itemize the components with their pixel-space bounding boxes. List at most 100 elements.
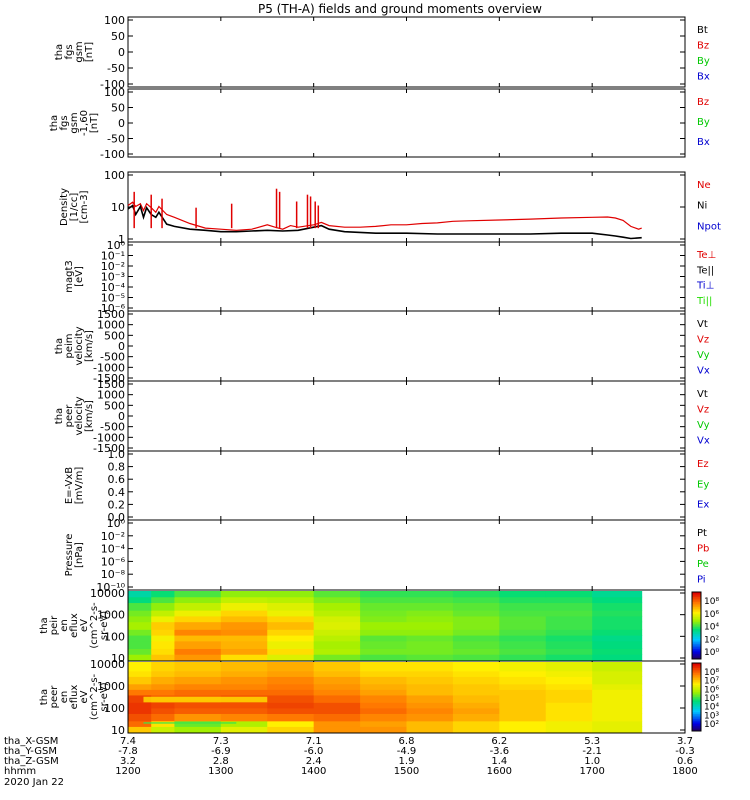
colorbar-frame	[691, 662, 702, 732]
colorbar-cell	[692, 610, 701, 613]
legend-Vt: Vt	[697, 319, 708, 330]
legend-Pi: Pi	[697, 575, 706, 586]
y-axis-label: [1/cc]	[69, 193, 80, 222]
spectrogram-cell	[313, 654, 361, 661]
spectrogram-cell	[220, 635, 268, 642]
spectrogram-cell	[220, 615, 268, 623]
y-axis-label: [eV]	[74, 266, 85, 287]
y-tick-label: 50	[111, 102, 125, 115]
footer-value: 7.3	[213, 736, 229, 747]
legend-Vx: Vx	[697, 366, 710, 377]
spectrogram-cell	[220, 596, 268, 604]
spectrogram-band	[143, 696, 268, 703]
spectrogram-cell	[545, 654, 593, 661]
spectrogram-cell	[267, 713, 315, 722]
spectrogram-cell	[592, 720, 643, 727]
y-axis-label: peer	[64, 404, 75, 428]
spectrogram-cell	[313, 615, 361, 623]
colorbar-cell	[692, 691, 701, 695]
footer-row-label: tha_Y-GSM	[4, 746, 57, 757]
spectrogram-cell	[452, 596, 500, 604]
legend-Vz: Vz	[697, 335, 709, 346]
footer-value: 1.0	[584, 756, 600, 767]
y-axis-label: [mV/m]	[74, 467, 85, 505]
colorbar-cell	[692, 643, 701, 647]
ion-spectrogram	[127, 589, 686, 662]
spectrogram-cell	[267, 621, 315, 630]
spectrogram-cell	[220, 702, 268, 709]
spectrogram-cell	[174, 720, 222, 727]
spectrogram-cell	[174, 670, 222, 677]
spectrogram-cell	[452, 629, 500, 636]
spectrogram-cell	[313, 662, 361, 672]
spectrogram-cell	[360, 629, 407, 636]
spectrogram-cell	[592, 610, 643, 617]
panel-frame	[127, 241, 686, 312]
y-axis-label: [nPa]	[74, 542, 85, 568]
spectrogram-cell	[545, 676, 593, 685]
colorbar-tick-label: 10⁵	[704, 694, 719, 704]
spectrogram-cell	[151, 726, 175, 733]
colorbar-cell	[692, 608, 701, 611]
spectrogram-cell	[220, 610, 268, 617]
spectrogram-cell	[128, 702, 152, 709]
colorbar-cell	[692, 613, 701, 616]
spectrogram-cell	[174, 615, 222, 623]
spectrogram-cell	[360, 694, 407, 703]
spectrogram-cell	[313, 596, 361, 604]
spectrogram-cell	[151, 702, 175, 709]
colorbar-cell	[692, 722, 701, 725]
spectrogram-cell	[128, 629, 152, 636]
spectrogram-cell	[452, 610, 500, 617]
spectrogram-cell	[592, 602, 643, 611]
footer-value: -6.0	[304, 746, 324, 757]
spectrogram-cell	[220, 670, 268, 677]
colorbar-cell	[692, 595, 701, 598]
spectrogram-cell	[128, 707, 152, 714]
colorbar-cell	[692, 620, 701, 623]
legend-Vx: Vx	[697, 436, 710, 447]
spectrogram-cell	[406, 602, 454, 611]
y-tick-label: 0	[118, 117, 125, 130]
colorbar-cell	[692, 653, 701, 657]
spectrogram-cell	[151, 610, 175, 617]
spectrogram-cell	[545, 683, 593, 690]
spectrogram-cell	[174, 707, 222, 714]
y-tick-label: 10⁻²	[101, 530, 125, 543]
y-tick-label: 10⁻¹⁰	[96, 581, 125, 594]
colorbar-cell	[692, 657, 701, 660]
colorbar-cell	[692, 632, 701, 635]
colorbar-cell	[692, 622, 701, 625]
y-axis-label: fgs	[59, 115, 70, 130]
spectrogram-cell	[174, 610, 222, 617]
spectrogram-cell	[174, 683, 222, 690]
colorbar-cell	[692, 628, 701, 632]
spectrogram-cell	[545, 621, 593, 630]
spectrogram-cell	[406, 670, 454, 677]
chart-title: P5 (TH-A) fields and ground moments over…	[258, 2, 542, 16]
footer-value: -2.1	[582, 746, 602, 757]
colorbar-cell	[692, 602, 701, 605]
panel-frame	[127, 519, 686, 591]
spectrogram-cell	[545, 707, 593, 714]
legend-Pt: Pt	[697, 528, 707, 539]
colorbar-cell	[692, 666, 701, 669]
spectrogram-cell	[128, 676, 152, 685]
colorbar-cell	[692, 598, 701, 601]
y-tick-label: 10⁰	[107, 517, 126, 530]
y-axis-label: [cm-3]	[79, 190, 90, 223]
spectrogram-cell	[220, 629, 268, 636]
y-tick-label: 0	[118, 46, 125, 59]
colorbar-cell	[692, 647, 701, 650]
panel-frame	[127, 450, 686, 521]
spectrogram-cell	[360, 596, 407, 604]
spectrogram-cell	[406, 689, 454, 696]
spectrogram-cell	[267, 591, 315, 598]
legend-Bz: Bz	[697, 97, 709, 108]
spectrogram-cell	[151, 602, 175, 611]
colorbar-cell	[692, 714, 701, 717]
spectrogram-cell	[499, 676, 547, 685]
footer-value: 7.1	[306, 736, 322, 747]
colorbar-cell	[692, 600, 701, 603]
